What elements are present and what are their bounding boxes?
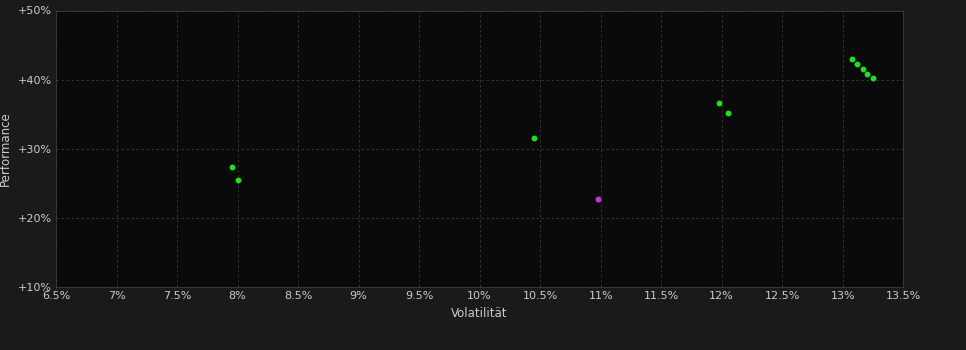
Point [590,196,606,201]
X-axis label: Volatilität: Volatilität [451,307,508,320]
Point [866,76,881,81]
Point [526,135,542,141]
Point [230,177,245,183]
Y-axis label: Performance: Performance [0,111,13,186]
Point [859,71,874,77]
Point [720,110,735,116]
Point [849,62,865,67]
Point [856,66,871,72]
Point [844,56,860,62]
Point [224,164,240,170]
Point [712,100,727,106]
